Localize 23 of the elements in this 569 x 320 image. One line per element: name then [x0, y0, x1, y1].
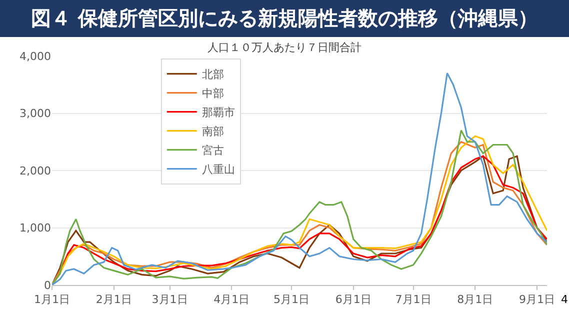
- x-tick-label: 6月1日: [335, 293, 372, 306]
- legend-label: 中部: [202, 87, 224, 100]
- y-tick-label: 1,000: [20, 222, 51, 235]
- legend-label: 宮古: [202, 144, 224, 158]
- x-tick-label: 1月1日: [34, 293, 70, 306]
- x-tick-label: 5月1日: [274, 293, 310, 306]
- x-tick-label: 8月1日: [457, 293, 494, 306]
- y-tick-label: 3,000: [20, 107, 51, 120]
- x-tick-label: 2月1日: [96, 293, 132, 306]
- y-tick-label: 0: [44, 278, 51, 292]
- text: 4: [561, 293, 568, 306]
- x-tick-label: 4月1日: [214, 293, 250, 306]
- legend-label: 北部: [202, 68, 224, 82]
- chart-title: 図４ 保健所管区別にみる新規陽性者数の推移（沖縄県）: [0, 0, 569, 37]
- x-tick-label: 9月1日: [519, 293, 556, 306]
- y-tick-label: 4,000: [20, 50, 51, 63]
- legend-label: 那覇市: [202, 106, 235, 120]
- y-tick-label: 2,000: [20, 164, 51, 178]
- legend-label: 八重山: [202, 163, 235, 176]
- legend-label: 南部: [202, 125, 224, 138]
- x-tick-label: 7月1日: [395, 293, 432, 306]
- x-tick-label: 3月1日: [152, 293, 188, 306]
- chart-subtitle: 人口１０万人あたり７日間合計: [208, 40, 362, 54]
